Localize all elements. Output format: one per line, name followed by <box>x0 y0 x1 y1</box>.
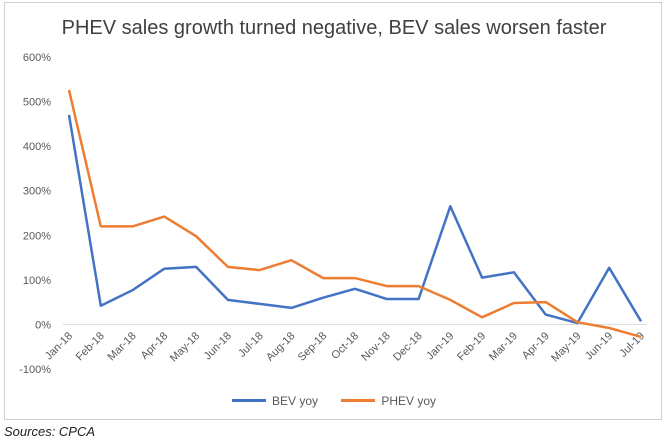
x-tick-label: Jan-19 <box>424 330 456 362</box>
y-tick-label: 0% <box>35 319 51 331</box>
x-tick-label: Jan-18 <box>43 330 75 362</box>
y-tick-label: 100% <box>23 275 51 287</box>
line-chart: -100%0%100%200%300%400%500%600%Jan-18Feb… <box>19 52 647 376</box>
x-tick-label: Aug-18 <box>264 330 298 364</box>
x-tick-label: Jun-19 <box>583 330 615 362</box>
x-tick-label: Mar-19 <box>487 330 520 363</box>
legend-item-phev: PHEV yoy <box>341 394 436 408</box>
x-tick-label: Sep-18 <box>296 330 330 364</box>
x-tick-label: Nov-18 <box>359 330 393 364</box>
y-tick-label: 200% <box>23 230 51 242</box>
x-tick-label: May-18 <box>168 330 202 364</box>
x-tick-label: Feb-18 <box>74 330 107 363</box>
x-tick-label: Jul-18 <box>236 330 266 360</box>
y-tick-label: 300% <box>23 186 51 198</box>
legend: BEV yoy PHEV yoy <box>5 391 663 408</box>
x-tick-label: Oct-18 <box>329 330 361 362</box>
y-tick-label: 500% <box>23 97 51 109</box>
x-tick-label: Jun-18 <box>202 330 234 362</box>
chart-title: PHEV sales growth turned negative, BEV s… <box>61 17 607 39</box>
x-tick-label: Apr-19 <box>520 330 552 362</box>
legend-label-phev: PHEV yoy <box>381 393 437 408</box>
legend-label-bev: BEV yoy <box>271 393 318 408</box>
legend-swatch-bev <box>231 399 266 402</box>
y-tick-label: 400% <box>23 141 51 153</box>
x-tick-label: Mar-18 <box>106 330 139 363</box>
series-line-bev <box>67 114 643 325</box>
x-tick-label: Feb-19 <box>455 330 488 363</box>
chart-frame: PHEV sales growth turned negative, BEV s… <box>4 2 662 420</box>
y-tick-label: -100% <box>19 364 51 376</box>
series-line-phev <box>67 89 642 339</box>
x-tick-label: Apr-18 <box>139 330 171 362</box>
y-tick-label: 600% <box>23 52 51 64</box>
x-tick-label: Dec-18 <box>391 330 425 364</box>
source-note: Sources: CPCA <box>4 424 96 439</box>
legend-item-bev: BEV yoy <box>231 393 318 408</box>
x-tick-label: May-19 <box>549 330 583 364</box>
legend-swatch-phev <box>341 399 376 402</box>
